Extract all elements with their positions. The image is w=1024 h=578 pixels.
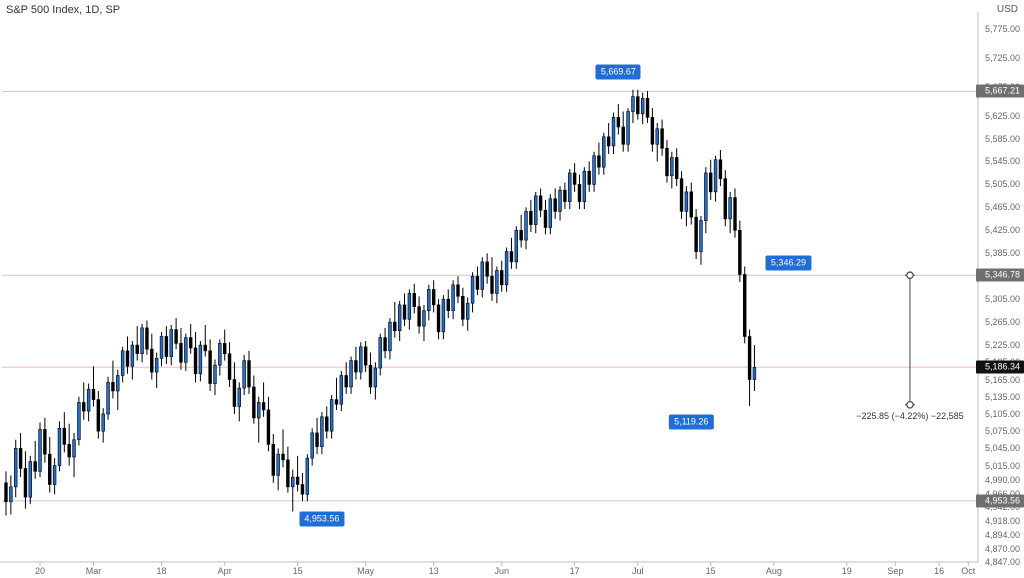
x-tick: 18 [157, 566, 167, 576]
x-tick: Aug [766, 566, 782, 576]
x-tick: Jul [632, 566, 644, 576]
x-tick: Jun [494, 566, 509, 576]
y-tick: 4,847.00 [985, 557, 1020, 567]
y-tick: 5,425.00 [985, 225, 1020, 235]
y-tick: 5,625.00 [985, 111, 1020, 121]
price-callout[interactable]: 5,346.29 [766, 256, 811, 271]
y-tick: 4,918.00 [985, 516, 1020, 526]
y-tick: 5,045.00 [985, 443, 1020, 453]
y-tick: 4,870.00 [985, 544, 1020, 554]
y-tick: 5,505.00 [985, 179, 1020, 189]
y-tick: 5,465.00 [985, 202, 1020, 212]
y-tick: 5,135.00 [985, 392, 1020, 402]
y-tick: 5,015.00 [985, 461, 1020, 471]
chart-svg [0, 0, 1024, 578]
price-callout[interactable]: 5,119.26 [669, 414, 713, 429]
x-tick: Apr [218, 566, 232, 576]
x-tick: Oct [961, 566, 975, 576]
y-tick: 4,894.00 [985, 530, 1020, 540]
y-tick: 5,585.00 [985, 134, 1020, 144]
chart-title: S&P 500 Index, 1D, SP [6, 4, 120, 16]
y-tick: 5,545.00 [985, 156, 1020, 166]
y-tick: 5,305.00 [985, 294, 1020, 304]
axis-price-label: 4,953.56 [976, 494, 1024, 507]
y-tick: 5,105.00 [985, 409, 1020, 419]
y-tick: 5,075.00 [985, 426, 1020, 436]
x-tick: 20 [35, 566, 45, 576]
measurement-label: −225.85 (−4.22%) −22,585 [856, 411, 963, 421]
x-tick: 19 [842, 566, 852, 576]
y-tick: 5,775.00 [985, 24, 1020, 34]
x-tick: 13 [429, 566, 439, 576]
x-tick: Mar [86, 566, 102, 576]
chart-area[interactable] [0, 0, 1024, 578]
x-tick: 17 [570, 566, 580, 576]
x-tick: Sep [887, 566, 903, 576]
y-tick: 4,990.00 [985, 475, 1020, 485]
y-tick: 5,165.00 [985, 375, 1020, 385]
axis-price-label: 5,186.34 [976, 361, 1024, 374]
x-tick: 16 [934, 566, 944, 576]
y-tick: 5,385.00 [985, 248, 1020, 258]
y-tick: 5,725.00 [985, 53, 1020, 63]
y-tick: 5,225.00 [985, 340, 1020, 350]
price-callout[interactable]: 4,953.56 [299, 511, 344, 526]
axis-price-label: 5,346.78 [976, 269, 1024, 282]
x-tick: May [357, 566, 374, 576]
x-tick: 15 [293, 566, 303, 576]
axis-price-label: 5,667.21 [976, 85, 1024, 98]
y-tick: 5,265.00 [985, 317, 1020, 327]
price-callout[interactable]: 5,669.67 [596, 64, 641, 79]
x-tick: 15 [706, 566, 716, 576]
currency-label: USD [997, 4, 1018, 15]
